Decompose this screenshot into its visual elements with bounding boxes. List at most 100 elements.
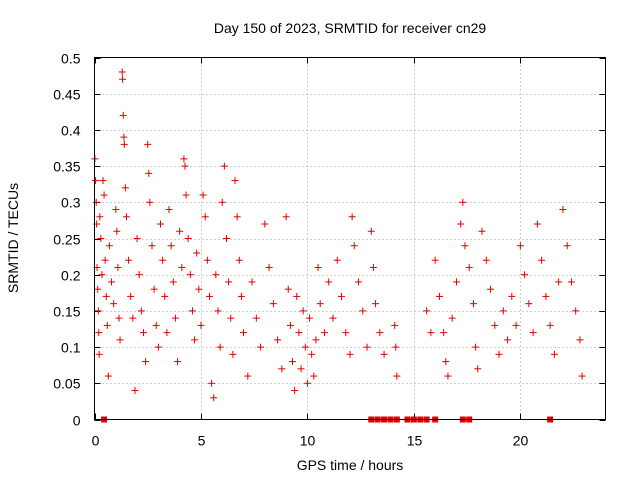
data-point	[165, 206, 173, 214]
y-tick-label: 0.25	[53, 232, 80, 248]
data-point	[265, 263, 273, 271]
data-point	[459, 198, 467, 206]
x-tick-label: 5	[198, 433, 206, 449]
data-point	[120, 140, 128, 148]
data-point	[115, 314, 123, 322]
data-point	[114, 263, 122, 271]
data-point	[244, 372, 252, 380]
data-point	[491, 321, 499, 329]
data-point	[210, 394, 218, 402]
data-point	[355, 278, 363, 286]
data-point	[161, 292, 169, 300]
data-point	[146, 198, 154, 206]
data-point	[348, 213, 356, 221]
data-point	[180, 155, 188, 163]
data-point	[157, 220, 165, 228]
data-point	[191, 336, 199, 344]
data-point	[308, 350, 316, 358]
data-point	[188, 307, 196, 315]
data-point	[178, 263, 186, 271]
data-point	[95, 329, 103, 337]
y-tick-labels: 0 0.05 0.1 0.15 0.2 0.25 0.3 0.35 0.4 0.45 0.5	[53, 51, 80, 429]
data-point	[367, 227, 375, 235]
data-point	[152, 321, 160, 329]
data-point	[555, 278, 563, 286]
data-point	[94, 285, 102, 293]
data-point	[235, 256, 243, 264]
data-point	[237, 292, 245, 300]
data-point	[163, 329, 171, 337]
data-point	[542, 292, 550, 300]
data-point	[220, 162, 228, 170]
data-point	[559, 206, 567, 214]
data-point	[101, 256, 109, 264]
y-tick-label: 0.2	[61, 268, 81, 284]
data-point	[227, 314, 235, 322]
data-point	[186, 271, 194, 279]
data-point	[499, 307, 507, 315]
data-point	[99, 177, 107, 185]
data-point	[516, 242, 524, 250]
data-point	[269, 300, 277, 308]
data-point	[363, 343, 371, 351]
data-point	[474, 365, 482, 373]
axis-ticks	[94, 57, 606, 421]
data-point	[380, 350, 388, 358]
x-tick-label: 0	[92, 433, 100, 449]
plot-frame	[94, 57, 606, 420]
data-point	[131, 387, 139, 395]
data-point	[201, 213, 209, 221]
data-point	[148, 242, 156, 250]
data-point	[92, 177, 100, 185]
data-point	[261, 220, 269, 228]
data-point	[376, 329, 384, 337]
data-point	[197, 321, 205, 329]
data-point	[195, 285, 203, 293]
data-point	[465, 263, 473, 271]
data-point	[369, 263, 377, 271]
data-point	[94, 307, 102, 315]
data-point	[171, 314, 179, 322]
data-point	[274, 336, 282, 344]
data-point	[427, 329, 435, 337]
data-point	[576, 336, 584, 344]
data-point	[150, 285, 158, 293]
data-point	[457, 220, 465, 228]
data-point	[320, 329, 328, 337]
data-point	[508, 292, 516, 300]
data-point	[110, 300, 118, 308]
data-point	[546, 321, 554, 329]
data-point	[442, 358, 450, 366]
data-point	[337, 292, 345, 300]
data-point	[282, 213, 290, 221]
data-point	[487, 285, 495, 293]
y-tick-label: 0.5	[61, 51, 81, 67]
data-point	[278, 365, 286, 373]
data-point	[169, 278, 177, 286]
data-points	[91, 68, 586, 402]
data-point	[125, 256, 133, 264]
data-point	[181, 162, 189, 170]
data-point	[233, 213, 241, 221]
chart-title: Day 150 of 2023, SRMTID for receiver cn2…	[214, 20, 487, 36]
data-point	[312, 336, 320, 344]
data-point	[333, 256, 341, 264]
data-point	[495, 350, 503, 358]
data-point	[212, 271, 220, 279]
data-point	[159, 256, 167, 264]
data-point	[284, 285, 292, 293]
data-point	[139, 329, 147, 337]
data-point	[440, 329, 448, 337]
data-point	[144, 140, 152, 148]
x-axis-label: GPS time / hours	[297, 457, 404, 473]
data-point	[135, 271, 143, 279]
y-tick-label: 0.05	[53, 376, 80, 392]
data-point	[216, 343, 224, 351]
data-point	[567, 278, 575, 286]
data-point	[229, 350, 237, 358]
data-point	[346, 350, 354, 358]
data-point	[122, 213, 130, 221]
grid-lines	[94, 57, 606, 420]
data-point	[257, 343, 265, 351]
data-point	[129, 314, 137, 322]
